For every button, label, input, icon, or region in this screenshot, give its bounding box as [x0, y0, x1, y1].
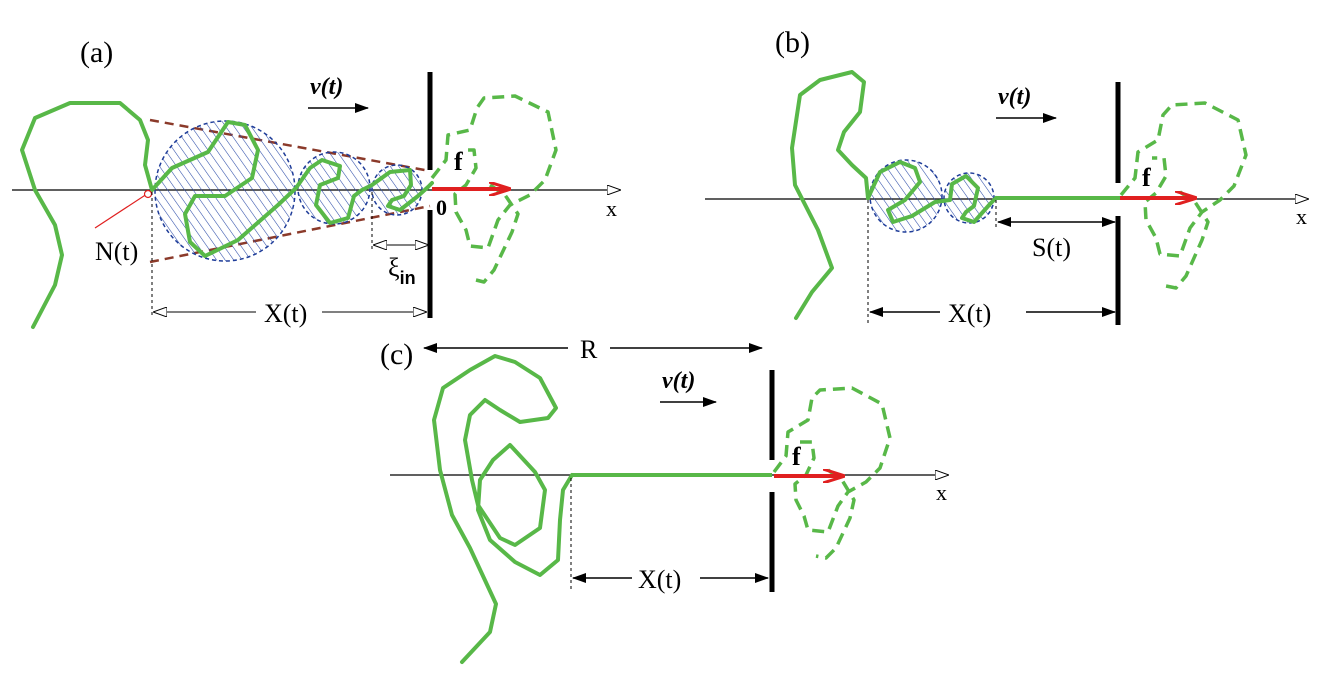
velocity-label: v(t)	[662, 368, 695, 394]
x-label: X(t)	[638, 565, 681, 594]
n-pointer-line	[94, 191, 151, 229]
panel-c: (c) R x f v(t) X(t)	[380, 335, 948, 664]
n-label: N(t)	[95, 237, 138, 266]
n-pointer-dot	[143, 189, 153, 199]
xi-label: ξin	[388, 253, 416, 288]
origin-label: 0	[436, 195, 447, 220]
chain-beyond-lower	[475, 183, 520, 284]
chain-outside	[20, 101, 154, 329]
chain-inside	[866, 160, 998, 224]
velocity-label: v(t)	[310, 74, 343, 100]
panel-a: (a) x f 0 v(t) N(t)	[12, 36, 620, 329]
panel-b-label: (b)	[775, 26, 810, 59]
x-label: X(t)	[264, 299, 307, 328]
panel-b: (b) x f v(t) S(t) X(t)	[705, 26, 1308, 328]
axis-label-x: x	[606, 196, 617, 221]
chain-beyond-upper	[1119, 101, 1248, 258]
s-label: S(t)	[1032, 233, 1071, 262]
velocity-label: v(t)	[998, 84, 1031, 110]
force-label: f	[792, 442, 801, 471]
chain-coiled	[432, 354, 574, 664]
chain-beyond-upper	[430, 94, 558, 250]
blob-large	[154, 120, 296, 262]
chain-beyond-lower	[815, 468, 856, 560]
axis-label-x: x	[1296, 204, 1307, 229]
chain-beyond-lower	[1165, 190, 1210, 290]
x-label: X(t)	[948, 299, 991, 328]
chain-outside	[790, 70, 870, 320]
force-label: f	[454, 147, 463, 176]
axis-label-x: x	[936, 480, 947, 505]
panel-a-label: (a)	[80, 36, 113, 69]
r-label: R	[580, 335, 598, 364]
force-label: f	[1142, 163, 1151, 192]
chain-inside	[150, 120, 434, 258]
panel-c-label: (c)	[380, 338, 413, 371]
chain-beyond-upper	[772, 386, 892, 534]
